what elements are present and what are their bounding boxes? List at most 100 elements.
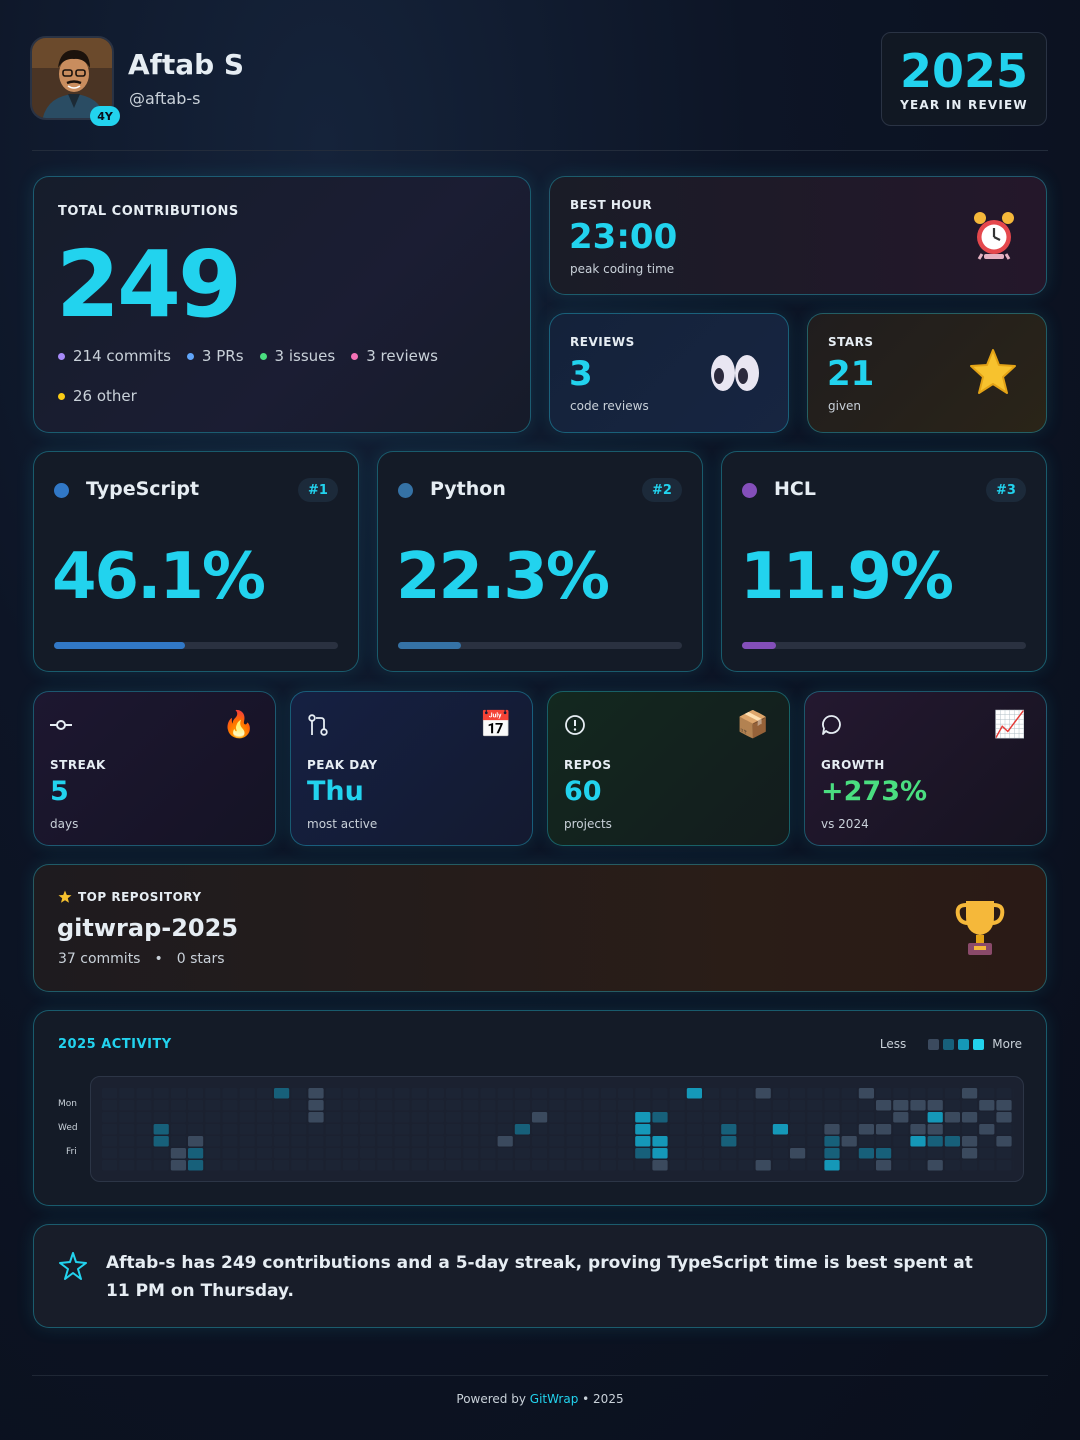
heatmap-cell[interactable] [170,1100,186,1111]
heatmap-cell[interactable] [790,1148,806,1159]
heatmap-cell[interactable] [807,1160,823,1171]
heatmap-cell[interactable] [153,1148,169,1159]
heatmap-cell[interactable] [858,1124,874,1135]
heatmap-cell[interactable] [876,1100,892,1111]
heatmap-cell[interactable] [377,1088,393,1099]
heatmap-cell[interactable] [136,1112,152,1123]
heatmap-cell[interactable] [566,1136,582,1147]
heatmap-cell[interactable] [583,1100,599,1111]
heatmap-cell[interactable] [497,1148,513,1159]
heatmap-cell[interactable] [188,1100,204,1111]
heatmap-cell[interactable] [222,1136,238,1147]
heatmap-cell[interactable] [738,1160,754,1171]
heatmap-cell[interactable] [342,1148,358,1159]
heatmap-cell[interactable] [170,1088,186,1099]
heatmap-cell[interactable] [721,1124,737,1135]
heatmap-cell[interactable] [446,1112,462,1123]
heatmap-cell[interactable] [944,1136,960,1147]
heatmap-cell[interactable] [497,1100,513,1111]
heatmap-cell[interactable] [549,1148,565,1159]
heatmap-cell[interactable] [377,1100,393,1111]
heatmap-cell[interactable] [360,1088,376,1099]
heatmap-cell[interactable] [566,1124,582,1135]
heatmap-cell[interactable] [600,1136,616,1147]
heatmap-cell[interactable] [360,1112,376,1123]
heatmap-cell[interactable] [635,1136,651,1147]
heatmap-cell[interactable] [291,1160,307,1171]
heatmap-cell[interactable] [858,1136,874,1147]
heatmap-cell[interactable] [514,1124,530,1135]
heatmap-cell[interactable] [858,1088,874,1099]
heatmap-cell[interactable] [428,1136,444,1147]
heatmap-cell[interactable] [686,1112,702,1123]
heatmap-cell[interactable] [944,1112,960,1123]
heatmap-cell[interactable] [704,1148,720,1159]
heatmap-cell[interactable] [549,1088,565,1099]
heatmap-cell[interactable] [824,1160,840,1171]
heatmap-cell[interactable] [893,1088,909,1099]
heatmap-cell[interactable] [532,1088,548,1099]
heatmap-cell[interactable] [790,1088,806,1099]
heatmap-cell[interactable] [910,1148,926,1159]
heatmap-cell[interactable] [600,1148,616,1159]
heatmap-cell[interactable] [377,1112,393,1123]
heatmap-cell[interactable] [136,1160,152,1171]
heatmap-cell[interactable] [566,1148,582,1159]
heatmap-cell[interactable] [549,1136,565,1147]
heatmap-cell[interactable] [239,1136,255,1147]
heatmap-cell[interactable] [927,1160,943,1171]
heatmap-cell[interactable] [549,1124,565,1135]
heatmap-cell[interactable] [618,1100,634,1111]
heatmap-cell[interactable] [342,1136,358,1147]
heatmap-cell[interactable] [824,1124,840,1135]
heatmap-cell[interactable] [996,1124,1012,1135]
heatmap-cell[interactable] [102,1136,118,1147]
heatmap-cell[interactable] [807,1124,823,1135]
heatmap-cell[interactable] [755,1112,771,1123]
heatmap-cell[interactable] [205,1112,221,1123]
heatmap-cell[interactable] [274,1100,290,1111]
heatmap-cell[interactable] [394,1160,410,1171]
heatmap-cell[interactable] [876,1112,892,1123]
heatmap-cell[interactable] [841,1100,857,1111]
heatmap-cell[interactable] [325,1100,341,1111]
heatmap-cell[interactable] [411,1148,427,1159]
heatmap-cell[interactable] [962,1124,978,1135]
heatmap-cell[interactable] [532,1136,548,1147]
heatmap-cell[interactable] [136,1136,152,1147]
heatmap-cell[interactable] [738,1124,754,1135]
heatmap-cell[interactable] [772,1124,788,1135]
heatmap-cell[interactable] [686,1100,702,1111]
heatmap-cell[interactable] [274,1088,290,1099]
heatmap-cell[interactable] [738,1136,754,1147]
heatmap-cell[interactable] [635,1148,651,1159]
heatmap-cell[interactable] [686,1088,702,1099]
heatmap-cell[interactable] [652,1124,668,1135]
heatmap-cell[interactable] [170,1112,186,1123]
heatmap-cell[interactable] [876,1136,892,1147]
heatmap-cell[interactable] [102,1112,118,1123]
heatmap-cell[interactable] [858,1148,874,1159]
heatmap-cell[interactable] [772,1100,788,1111]
heatmap-cell[interactable] [222,1148,238,1159]
heatmap-cell[interactable] [102,1160,118,1171]
heatmap-cell[interactable] [669,1148,685,1159]
heatmap-cell[interactable] [256,1112,272,1123]
heatmap-cell[interactable] [119,1100,135,1111]
heatmap-cell[interactable] [342,1160,358,1171]
heatmap-cell[interactable] [858,1100,874,1111]
heatmap-cell[interactable] [291,1124,307,1135]
heatmap-cell[interactable] [170,1136,186,1147]
heatmap-cell[interactable] [222,1100,238,1111]
heatmap-cell[interactable] [274,1136,290,1147]
heatmap-cell[interactable] [669,1124,685,1135]
heatmap-cell[interactable] [738,1148,754,1159]
heatmap-cell[interactable] [979,1088,995,1099]
heatmap-cell[interactable] [102,1148,118,1159]
heatmap-cell[interactable] [790,1136,806,1147]
heatmap-cell[interactable] [394,1148,410,1159]
heatmap-cell[interactable] [514,1088,530,1099]
heatmap-cell[interactable] [979,1112,995,1123]
heatmap-cell[interactable] [824,1100,840,1111]
heatmap-cell[interactable] [566,1160,582,1171]
